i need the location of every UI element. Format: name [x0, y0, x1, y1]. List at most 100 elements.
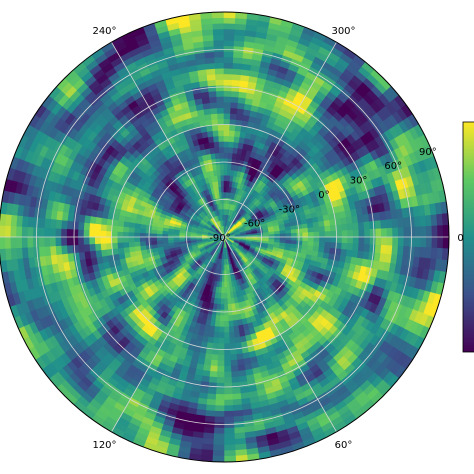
heatmap-cell — [139, 240, 147, 247]
heatmap-cell — [223, 382, 233, 390]
heatmap-cell — [206, 73, 217, 81]
heatmap-cell — [329, 242, 337, 250]
heatmap-cell — [221, 191, 225, 198]
heatmap-cell — [216, 96, 225, 103]
heatmap-cell — [296, 236, 304, 242]
heatmap-cell — [223, 62, 234, 69]
heatmap-cell — [0, 248, 7, 261]
heatmap-cell — [442, 236, 449, 250]
heatmap-cell — [329, 224, 337, 232]
heatmap-cell — [217, 124, 225, 131]
heatmap-cell — [213, 51, 225, 58]
heatmap-cell — [217, 343, 225, 350]
heatmap-cell — [358, 236, 365, 245]
heatmap-cell — [302, 236, 309, 242]
heatmap-cell — [223, 360, 232, 367]
heatmap-cell — [324, 231, 332, 238]
heatmap-cell — [220, 174, 225, 182]
heatmap-cell — [369, 220, 376, 230]
heatmap-cell — [208, 376, 217, 384]
heatmap-cell — [420, 236, 427, 248]
heatmap-cell — [437, 225, 444, 238]
heatmap-cell — [210, 359, 218, 367]
heatmap-cell — [207, 85, 217, 92]
heatmap-cell — [214, 56, 225, 64]
heatmap-cell — [88, 243, 96, 252]
heatmap-cell — [122, 226, 130, 233]
heatmap-cell — [213, 422, 225, 429]
heatmap-cell — [94, 236, 101, 245]
heatmap-cell — [223, 135, 230, 142]
heatmap-cell — [161, 236, 169, 241]
heatmap-cell — [318, 226, 326, 233]
heatmap-cell — [213, 45, 225, 52]
heatmap-cell — [77, 221, 85, 230]
heatmap-cell — [391, 218, 399, 229]
heatmap-cell — [380, 219, 388, 230]
heatmap-cell — [218, 326, 225, 333]
heatmap-cell — [375, 228, 382, 238]
heatmap-cell — [230, 365, 239, 373]
heatmap-cell — [335, 242, 343, 250]
heatmap-cell — [15, 236, 23, 249]
heatmap-cell — [375, 236, 382, 246]
heatmap-cell — [223, 438, 236, 446]
heatmap-cell — [122, 236, 129, 243]
heatmap-cell — [352, 229, 360, 238]
heatmap-cell — [111, 230, 118, 238]
heatmap-cell — [133, 236, 141, 243]
heatmap-cell — [307, 227, 315, 233]
heatmap-cell — [204, 415, 215, 423]
heatmap-cell — [219, 304, 225, 311]
heatmap-cell — [32, 226, 39, 238]
heatmap-cell — [223, 73, 233, 81]
heatmap-cell — [232, 404, 243, 412]
heatmap-cell — [341, 223, 348, 232]
heatmap-cell — [156, 239, 163, 245]
heatmap-cell — [420, 226, 427, 238]
heatmap-cell — [211, 348, 219, 356]
heatmap-cell — [223, 107, 232, 114]
heatmap-cell — [223, 118, 231, 125]
heatmap-cell — [213, 39, 225, 47]
heatmap-cell — [212, 438, 225, 446]
heatmap-cell — [213, 141, 220, 148]
heatmap-cell — [402, 217, 410, 228]
radial-tick-label: -90° — [209, 233, 230, 244]
heatmap-cell — [374, 244, 382, 254]
heatmap-cell — [212, 28, 225, 36]
heatmap-cell — [60, 219, 68, 230]
heatmap-cell — [60, 236, 68, 246]
heatmap-cell — [223, 298, 228, 305]
heatmap-cell — [369, 244, 376, 254]
heatmap-cell — [231, 85, 241, 92]
heatmap-cell — [313, 231, 320, 238]
heatmap-cell — [341, 230, 349, 238]
heatmap-cell — [364, 229, 371, 238]
angular-tick-label: 60° — [335, 440, 353, 451]
heatmap-cell — [223, 141, 230, 148]
heatmap-cell — [128, 231, 135, 238]
heatmap-cell — [9, 225, 17, 238]
heatmap-cell — [223, 51, 235, 58]
heatmap-cell — [290, 229, 298, 234]
heatmap-cell — [215, 84, 225, 92]
heatmap-cell — [233, 415, 244, 423]
heatmap-cell — [43, 236, 51, 247]
heatmap-cell — [211, 124, 219, 132]
angular-tick-label: 120° — [92, 440, 116, 451]
heatmap-cell — [218, 320, 225, 328]
heatmap-cell — [4, 236, 11, 249]
heatmap-cell — [223, 326, 230, 333]
heatmap-cell — [128, 246, 136, 253]
heatmap-cell — [216, 360, 225, 367]
heatmap-cell — [88, 236, 96, 245]
heatmap-cell — [128, 236, 135, 243]
heatmap-cell — [49, 245, 57, 256]
heatmap-cell — [223, 90, 232, 97]
colorbar — [462, 121, 474, 353]
heatmap-cell — [215, 382, 225, 390]
radial-tick-label: 90° — [419, 147, 437, 158]
heatmap-cell — [144, 232, 152, 238]
heatmap-cell — [100, 242, 107, 251]
